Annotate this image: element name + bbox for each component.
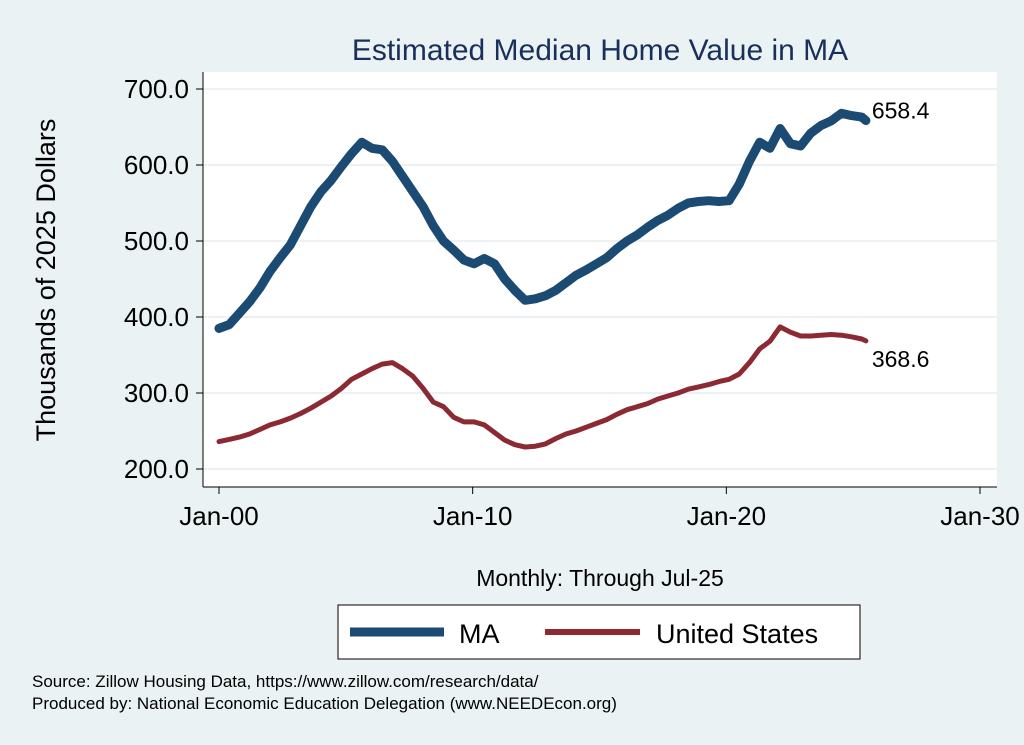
x-tick-label: Jan-30	[940, 501, 1020, 531]
y-tick-label: 300.0	[124, 378, 189, 408]
x-axis-title: Monthly: Through Jul-25	[476, 565, 724, 591]
x-axis-ticks: Jan-00 Jan-10 Jan-20 Jan-30	[179, 487, 1020, 531]
end-label-us: 368.6	[872, 346, 930, 372]
series-line-ma	[214, 108, 871, 333]
legend-label-ma: MA	[459, 619, 500, 649]
y-tick-label: 200.0	[124, 454, 189, 484]
chart-title: Estimated Median Home Value in MA	[352, 34, 848, 67]
plot-area	[203, 72, 997, 487]
producer-note: Produced by: National Economic Education…	[32, 694, 617, 713]
series-layer	[214, 108, 871, 450]
x-tick-label: Jan-10	[433, 501, 513, 531]
y-tick-label: 500.0	[124, 226, 189, 256]
y-tick-label: 700.0	[124, 74, 189, 104]
legend: MA United States	[337, 604, 861, 660]
x-tick-label: Jan-20	[687, 501, 767, 531]
end-labels: 658.4 368.6	[872, 98, 930, 372]
series-line-us	[216, 324, 869, 450]
y-axis-ticks: 200.0 300.0 400.0 500.0 600.0 700.0	[124, 74, 203, 484]
end-label-ma: 658.4	[872, 98, 930, 124]
y-tick-label: 600.0	[124, 150, 189, 180]
y-tick-label: 400.0	[124, 302, 189, 332]
y-axis-title: Thousands of 2025 Dollars	[31, 119, 61, 442]
x-tick-label: Jan-00	[179, 501, 259, 531]
source-note: Source: Zillow Housing Data, https://www…	[32, 672, 539, 691]
legend-label-us: United States	[656, 619, 818, 649]
